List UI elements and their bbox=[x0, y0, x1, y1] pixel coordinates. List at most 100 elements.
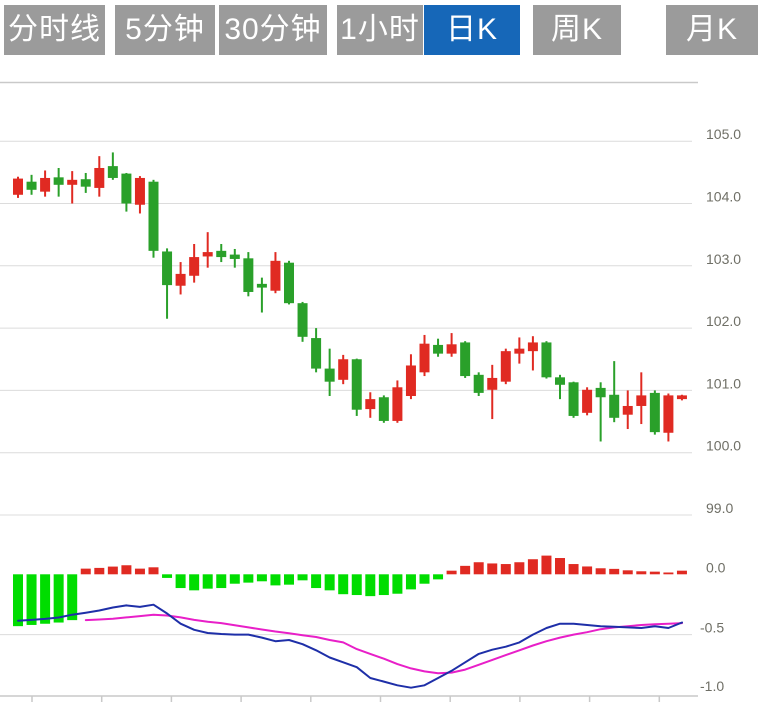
tab-daily-k[interactable]: 日K bbox=[424, 5, 520, 55]
macd-histogram-bar bbox=[94, 567, 105, 575]
price-axis-label: 104.0 bbox=[706, 189, 741, 205]
macd-histogram-bar bbox=[270, 574, 281, 586]
macd-histogram-bar bbox=[107, 566, 118, 575]
candle-body bbox=[365, 399, 376, 410]
price-axis-label: 100.0 bbox=[706, 438, 741, 454]
macd-histogram-bar bbox=[121, 565, 132, 575]
candle-body bbox=[311, 338, 322, 369]
candlestick-layer bbox=[13, 152, 687, 442]
macd-histogram-bar bbox=[609, 568, 620, 575]
macd-histogram-bar bbox=[284, 574, 294, 585]
candle-body bbox=[676, 395, 687, 400]
tab-30min[interactable]: 30分钟 bbox=[219, 5, 327, 55]
candle-body bbox=[527, 342, 538, 352]
candle-body bbox=[121, 173, 132, 204]
tab-weekly-k[interactable]: 周K bbox=[533, 5, 621, 55]
macd-histogram-bar bbox=[162, 574, 173, 578]
macd-histogram-bar bbox=[134, 568, 145, 575]
macd-histogram-bar bbox=[175, 574, 186, 589]
macd-histogram-bar bbox=[460, 565, 471, 575]
macd-histogram-bar bbox=[311, 574, 322, 589]
macd-histogram-bar bbox=[324, 574, 335, 591]
candle-body bbox=[460, 342, 471, 377]
candle-body bbox=[202, 252, 213, 257]
macd-histogram-bar bbox=[582, 566, 593, 575]
candle-body bbox=[148, 181, 159, 251]
macd-histogram-bar bbox=[297, 574, 308, 581]
dif-line bbox=[17, 603, 683, 689]
macd-histogram-bar bbox=[202, 574, 213, 589]
macd-axis-label: 0.0 bbox=[706, 559, 726, 575]
macd-histogram-bar bbox=[216, 574, 227, 589]
macd-indicator-layer bbox=[13, 555, 687, 689]
macd-histogram-bar bbox=[53, 574, 64, 623]
tab-1hour[interactable]: 1小时 bbox=[337, 5, 423, 55]
candle-body bbox=[649, 392, 660, 433]
candle-body bbox=[162, 251, 173, 286]
macd-histogram-bar bbox=[80, 568, 91, 575]
candle-body bbox=[609, 394, 620, 418]
dea-line bbox=[84, 613, 683, 675]
candle-body bbox=[555, 377, 565, 385]
macd-histogram-bar bbox=[256, 574, 267, 582]
macd-histogram-bar bbox=[13, 574, 23, 627]
candle-body bbox=[595, 387, 606, 398]
candle-body bbox=[568, 382, 579, 416]
candle-body bbox=[134, 177, 145, 205]
macd-histogram-bar bbox=[433, 574, 444, 580]
tab-5min[interactable]: 5分钟 bbox=[115, 5, 215, 55]
price-axis-label: 103.0 bbox=[706, 251, 741, 267]
price-axis-label: 105.0 bbox=[706, 126, 741, 142]
macd-histogram-bar bbox=[622, 570, 633, 575]
candle-body bbox=[67, 179, 78, 185]
macd-histogram-bar bbox=[26, 574, 37, 625]
macd-histogram-bar bbox=[676, 570, 687, 575]
candle-body bbox=[216, 250, 227, 258]
candle-body bbox=[487, 377, 498, 390]
candle-body bbox=[473, 374, 484, 393]
candle-body bbox=[229, 254, 240, 259]
macd-axis-label: -1.0 bbox=[700, 678, 724, 694]
candle-body bbox=[500, 351, 511, 382]
candle-body bbox=[189, 257, 200, 276]
macd-histogram-bar bbox=[473, 562, 484, 575]
candle-body bbox=[270, 260, 281, 291]
candle-body bbox=[622, 405, 633, 415]
macd-histogram-bar bbox=[568, 564, 579, 575]
macd-histogram-bar bbox=[555, 558, 565, 575]
price-axis-label: 102.0 bbox=[706, 313, 741, 329]
macd-histogram-bar bbox=[595, 568, 606, 575]
candle-body bbox=[514, 348, 525, 354]
candle-body bbox=[392, 387, 403, 421]
macd-histogram-bar bbox=[514, 562, 525, 575]
candle-body bbox=[40, 177, 51, 192]
candle-body bbox=[26, 181, 37, 190]
candle-body bbox=[256, 283, 267, 288]
candle-body bbox=[175, 273, 186, 286]
tab-time-line[interactable]: 分时线 bbox=[4, 5, 105, 55]
axis-labels-layer: 105.0 104.0 103.0 102.0 101.0 100.0 99.0 0.0 -0.… bbox=[700, 126, 741, 694]
price-axis-label: 101.0 bbox=[706, 375, 741, 391]
candle-body bbox=[636, 395, 647, 406]
macd-histogram-bar bbox=[365, 574, 376, 597]
macd-histogram-bar bbox=[40, 574, 51, 624]
price-axis-label: 99.0 bbox=[706, 500, 733, 516]
macd-histogram-bar bbox=[243, 574, 254, 583]
macd-histogram-bar bbox=[419, 574, 430, 584]
candle-body bbox=[324, 368, 335, 382]
macd-histogram-bar bbox=[649, 571, 660, 575]
tab-monthly-k[interactable]: 月K bbox=[666, 5, 758, 55]
macd-histogram-bar bbox=[378, 574, 389, 596]
candle-body bbox=[419, 343, 430, 373]
period-tabbar: 分时线 5分钟 30分钟 1小时 日K 周K 月K bbox=[0, 0, 762, 60]
axis-layer bbox=[0, 81, 698, 702]
macd-histogram-bar bbox=[636, 571, 647, 575]
macd-histogram-bar bbox=[541, 555, 552, 575]
macd-histogram-bar bbox=[67, 574, 78, 621]
candle-body bbox=[446, 344, 457, 354]
candle-body bbox=[107, 166, 118, 178]
candle-body bbox=[582, 389, 593, 413]
candle-body bbox=[351, 359, 362, 410]
macd-histogram-bar bbox=[487, 563, 498, 575]
